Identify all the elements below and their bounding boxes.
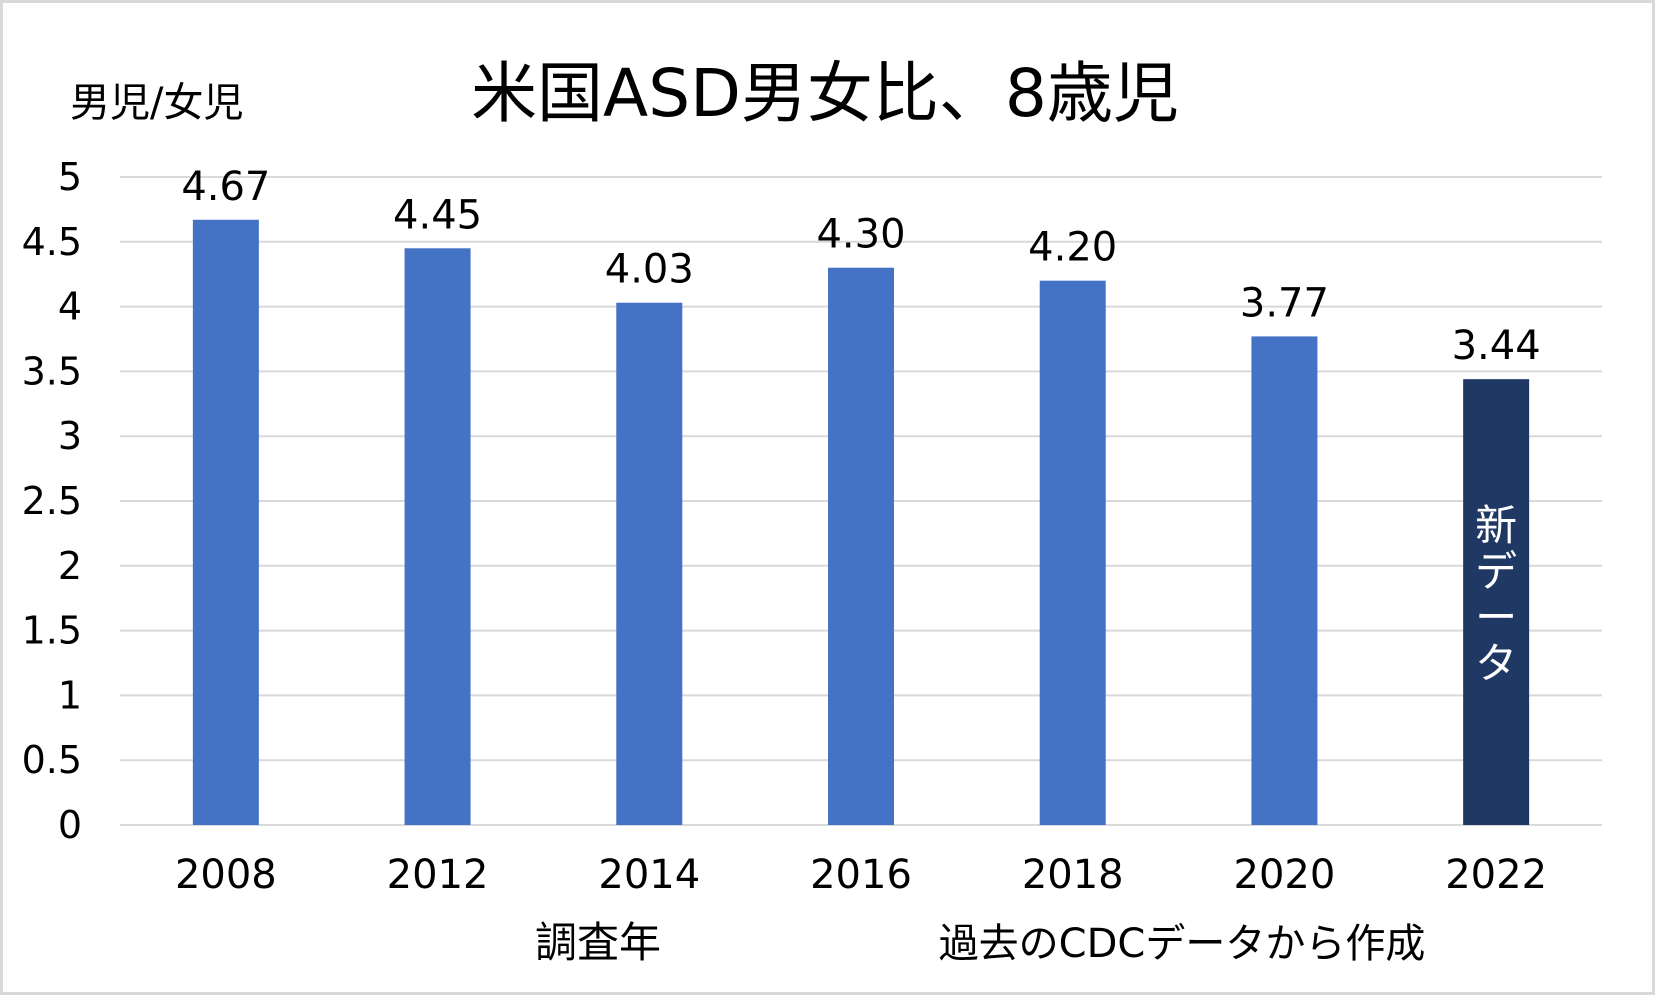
x-tick-label-2016: 2016 <box>810 852 912 898</box>
x-tick-label-2018: 2018 <box>1022 852 1124 898</box>
bar-2014 <box>616 302 683 825</box>
x-tick-label-2012: 2012 <box>387 852 489 898</box>
data-label-2016: 4.30 <box>816 212 905 258</box>
bar-2022 <box>1463 379 1530 825</box>
bar-2008 <box>192 219 259 825</box>
y-tick-label: 0.5 <box>22 738 82 782</box>
y-tick-label: 2.5 <box>22 479 82 523</box>
y-tick-label: 4.5 <box>22 220 82 264</box>
y-tick-label: 2 <box>58 544 82 588</box>
bar-2018 <box>1039 280 1106 825</box>
data-label-2022: 3.44 <box>1452 323 1541 369</box>
x-tick-label-2020: 2020 <box>1234 852 1336 898</box>
bar-2012 <box>404 248 471 825</box>
y-tick-label: 3.5 <box>22 349 82 393</box>
data-label-2020: 3.77 <box>1240 280 1329 326</box>
x-axis-ticks: 2008 2012 2014 2016 2018 2020 2022 <box>175 852 1547 898</box>
highlight-bar-label: 新データ <box>1475 501 1517 688</box>
bars <box>192 219 1530 826</box>
y-axis-label: 男児/女児 <box>70 80 243 126</box>
data-label-2012: 4.45 <box>393 192 482 238</box>
data-label-2014: 4.03 <box>605 247 694 293</box>
bar-2016 <box>828 267 894 826</box>
y-axis-ticks: 0 0.5 1 1.5 2 2.5 3 3.5 4 4.5 5 <box>22 155 82 847</box>
source-note: 過去のCDCデータから作成 <box>939 921 1426 967</box>
y-tick-label: 5 <box>58 155 82 199</box>
y-tick-label: 0 <box>58 803 82 847</box>
y-tick-label: 4 <box>58 285 82 329</box>
y-tick-label: 1.5 <box>22 609 82 653</box>
x-tick-label-2014: 2014 <box>598 852 700 898</box>
x-tick-label-2022: 2022 <box>1445 852 1547 898</box>
data-labels: 4.67 4.45 4.03 4.30 4.20 3.77 3.44 <box>181 164 1540 369</box>
data-label-2008: 4.67 <box>181 164 270 210</box>
chart-title: 米国ASD男女比、8歳児 <box>471 55 1179 132</box>
y-tick-label: 1 <box>58 673 82 717</box>
y-tick-label: 3 <box>58 414 82 458</box>
x-axis-label: 調査年 <box>535 918 661 967</box>
bar-2020 <box>1251 336 1318 825</box>
x-tick-label-2008: 2008 <box>175 852 277 898</box>
data-label-2018: 4.20 <box>1028 225 1117 271</box>
